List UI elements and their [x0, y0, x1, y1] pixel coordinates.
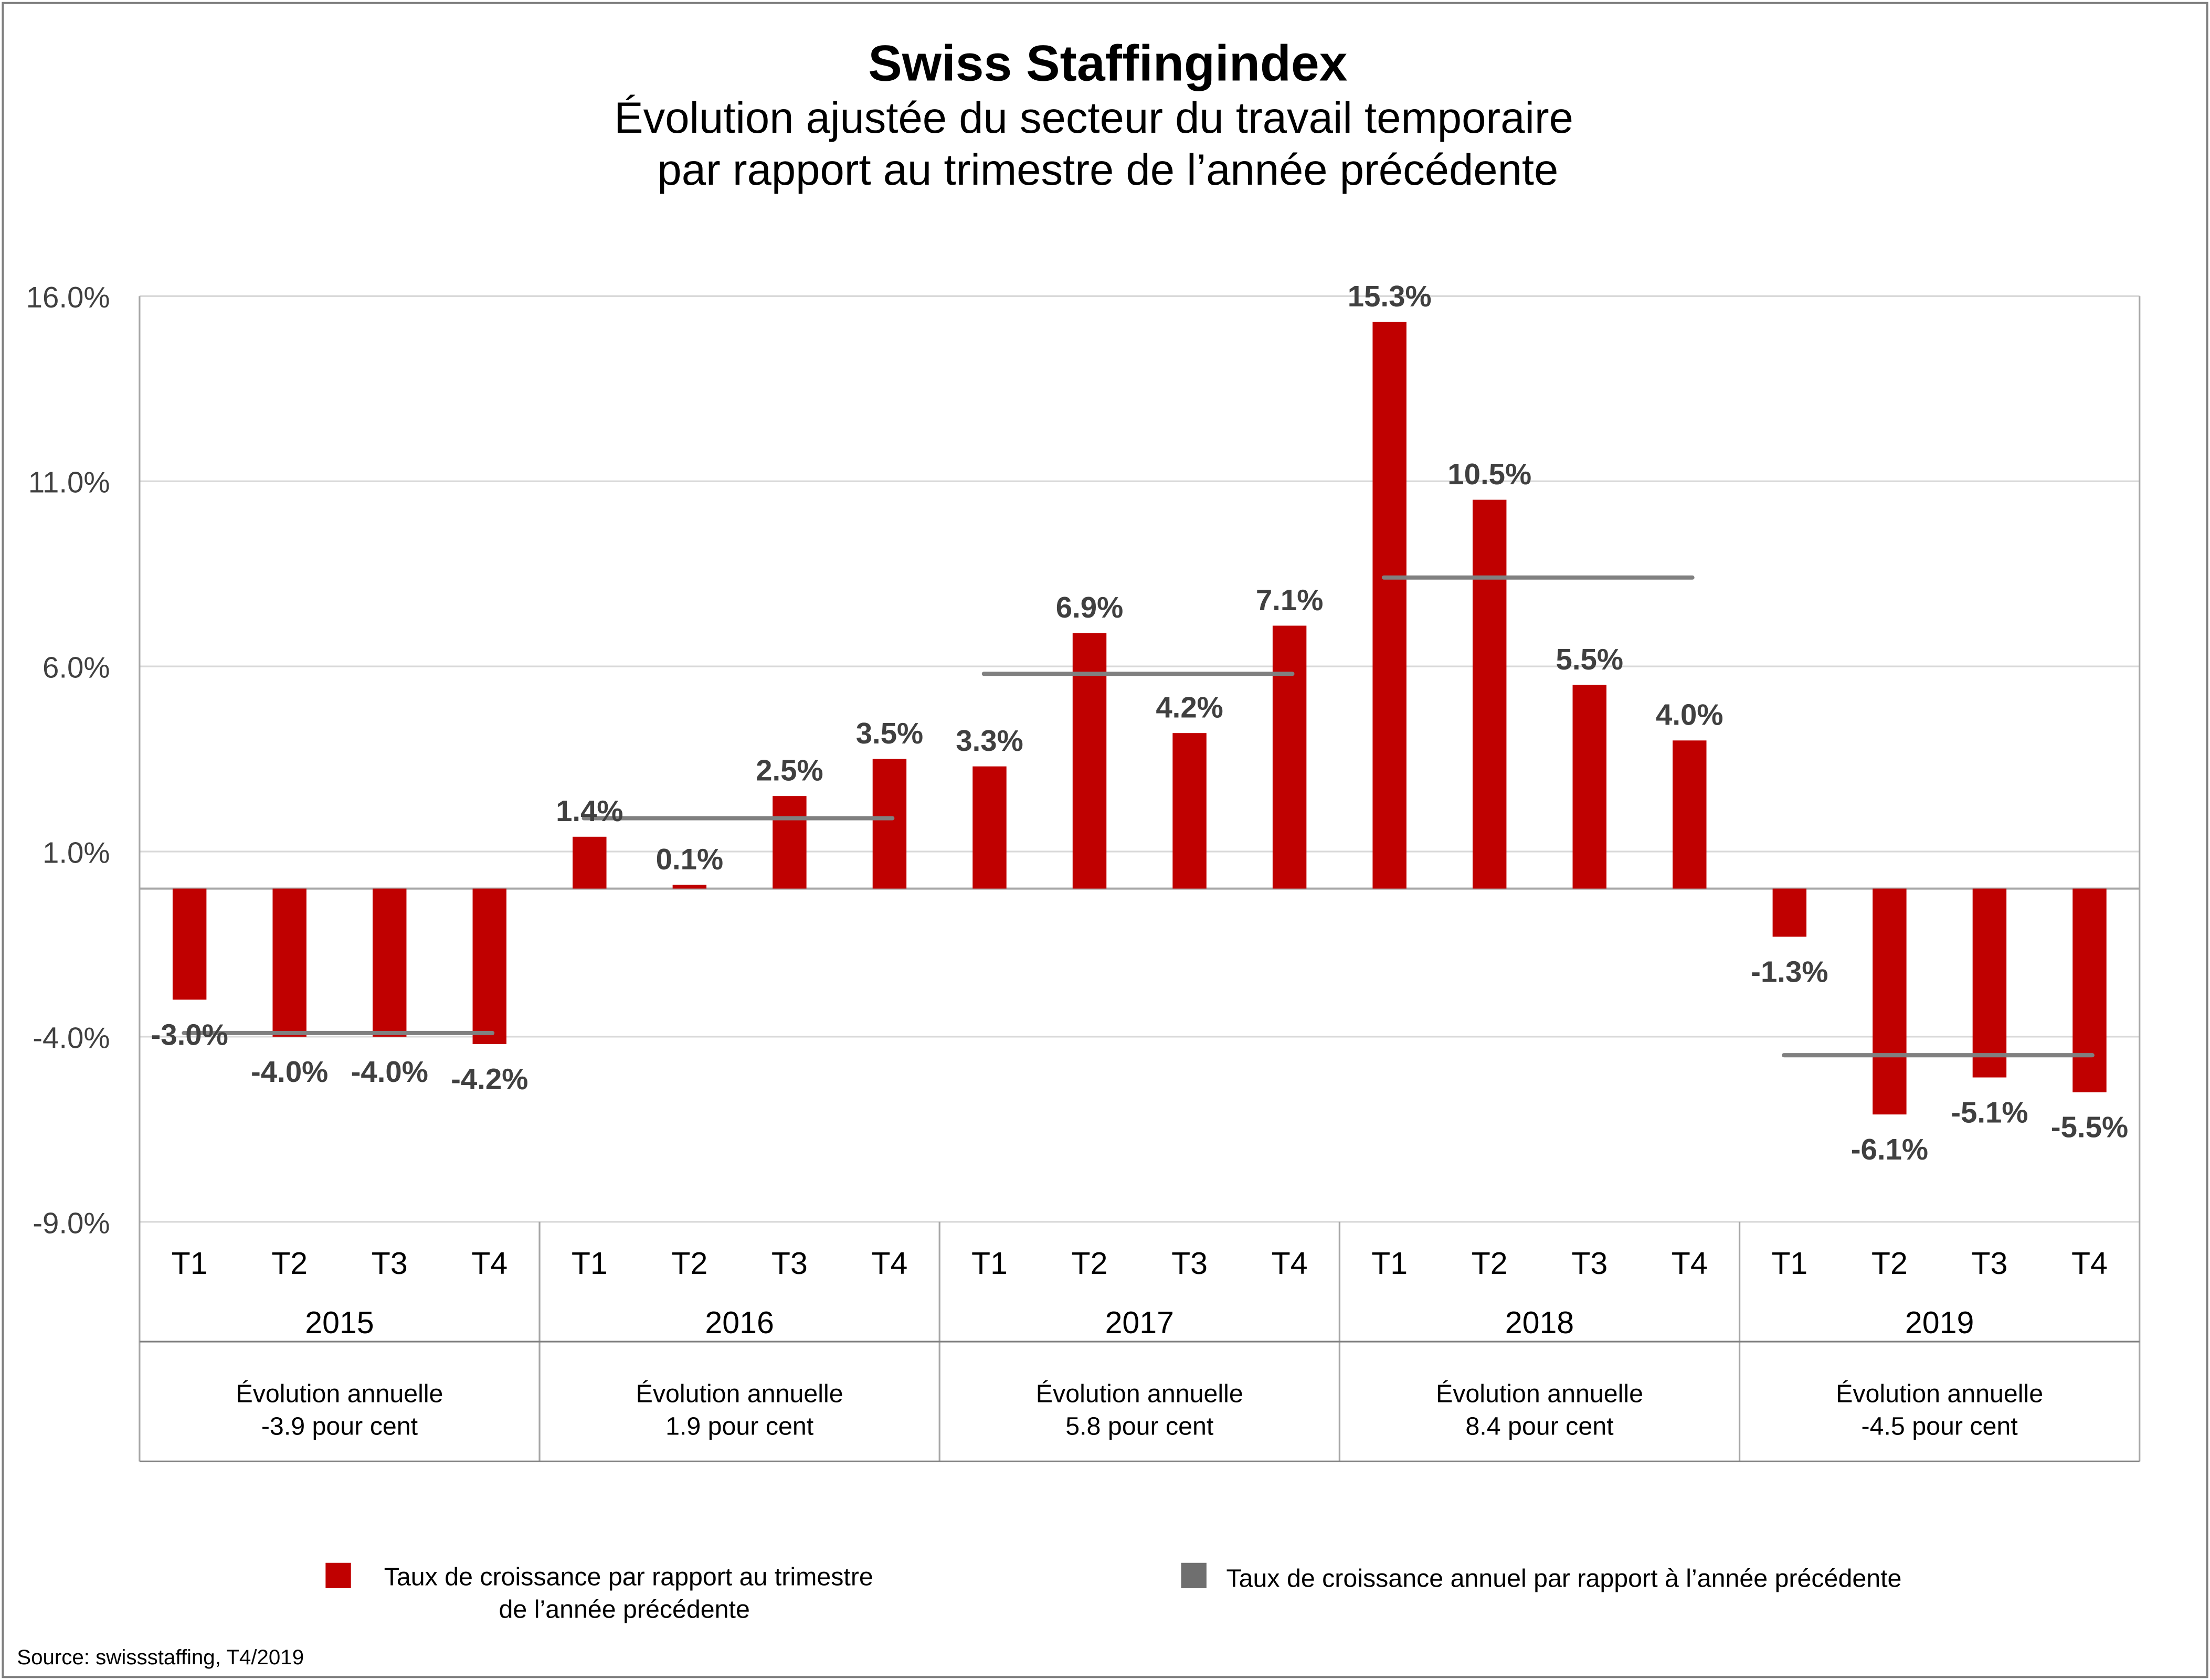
legend: Taux de croissance par rapport au trimes…	[325, 1562, 1901, 1623]
legend-line-swatch	[1181, 1562, 1207, 1589]
bar	[1072, 633, 1107, 889]
y-tick-label: -9.0%	[33, 1206, 110, 1239]
bar	[773, 796, 807, 889]
bar	[1972, 888, 2007, 1078]
quarter-label: T3	[1971, 1246, 2007, 1281]
bar	[1272, 625, 1307, 889]
data-label: 6.9%	[1056, 591, 1124, 624]
category-axis: T1 T2 T3 T4 T1 T2 T3 T4 T1 T2 T3 T4 T1 T2 T3 T4 T1 T2 T3 T4…	[139, 1221, 2140, 1462]
data-label: -5.5%	[2051, 1111, 2128, 1144]
bar	[472, 888, 506, 1045]
chart-subtitle-line2: par rapport au trimestre de l’année préc…	[657, 145, 1558, 194]
data-label: 1.4%	[556, 794, 623, 827]
year-label: 2015	[305, 1305, 374, 1340]
legend-line-label: Taux de croissance annuel par rapport à …	[1226, 1564, 1901, 1592]
data-label: -4.0%	[251, 1055, 328, 1088]
chart-title: Swiss Staffingindex	[868, 35, 1347, 91]
data-label: 15.3%	[1348, 280, 1432, 313]
data-label: 4.0%	[1656, 698, 1723, 731]
data-label: -3.0%	[151, 1018, 228, 1051]
y-tick-label: 16.0%	[26, 281, 110, 314]
bar	[373, 888, 407, 1037]
data-labels: -3.0% -4.0% -4.0% -4.2% 1.4% 0.1% 2.5% 3.5% 3.3%…	[151, 280, 2129, 1166]
year-label: 2016	[705, 1305, 774, 1340]
bar	[1372, 322, 1407, 889]
y-tick-label: 6.0%	[43, 651, 110, 684]
quarter-label: T4	[871, 1246, 907, 1281]
bar	[1673, 740, 1707, 889]
data-label: -4.2%	[451, 1062, 528, 1096]
data-label: 7.1%	[1256, 583, 1324, 616]
annual-change-label: Évolution annuelle	[236, 1380, 443, 1408]
quarter-label: T4	[1672, 1246, 1708, 1281]
bar	[1772, 888, 1807, 937]
data-label: 3.3%	[956, 724, 1023, 757]
data-label: 10.5%	[1447, 458, 1531, 491]
bar	[172, 888, 207, 1000]
y-tick-label: 1.0%	[43, 836, 110, 869]
data-label: -4.0%	[351, 1055, 428, 1088]
bar	[573, 836, 607, 889]
legend-bar-label-line2: de l’année précédente	[499, 1595, 750, 1623]
legend-bar-label-line1: Taux de croissance par rapport au trimes…	[384, 1563, 873, 1591]
bar	[1873, 888, 1907, 1115]
quarter-label: T4	[471, 1246, 507, 1281]
quarter-label: T3	[771, 1246, 808, 1281]
data-label: 4.2%	[1156, 691, 1223, 724]
data-label: 2.5%	[756, 754, 823, 787]
quarter-label: T4	[1272, 1246, 1308, 1281]
legend-bar-swatch	[325, 1562, 351, 1589]
bar	[272, 888, 306, 1037]
data-label: -1.3%	[1751, 955, 1828, 988]
bar	[1472, 499, 1507, 889]
quarter-label: T1	[1371, 1246, 1408, 1281]
quarter-label: T1	[971, 1246, 1008, 1281]
quarter-label: T3	[1571, 1246, 1608, 1281]
year-label: 2017	[1105, 1305, 1174, 1340]
bar	[972, 766, 1007, 889]
annual-change-label: Évolution annuelle	[1436, 1380, 1643, 1408]
annual-change-value: 5.8 pour cent	[1065, 1412, 1214, 1440]
quarter-label: T2	[271, 1246, 308, 1281]
data-label: 0.1%	[656, 843, 723, 876]
quarter-label: T2	[1072, 1246, 1108, 1281]
quarter-label: T4	[2071, 1246, 2108, 1281]
quarter-label: T2	[1472, 1246, 1508, 1281]
data-label: -5.1%	[1951, 1096, 2028, 1129]
data-label: 5.5%	[1556, 643, 1623, 676]
bars	[172, 322, 2107, 1115]
annual-change-label: Évolution annuelle	[1036, 1380, 1243, 1408]
quarter-label: T1	[1771, 1246, 1807, 1281]
quarter-label: T3	[372, 1246, 408, 1281]
y-tick-label: -4.0%	[33, 1021, 110, 1054]
source-note: Source: swissstaffing, T4/2019	[17, 1645, 304, 1669]
annual-change-value: -3.9 pour cent	[261, 1412, 418, 1440]
bar	[672, 885, 707, 889]
bar	[2072, 888, 2107, 1092]
quarter-label: T1	[572, 1246, 608, 1281]
annual-change-value: 8.4 pour cent	[1465, 1412, 1614, 1440]
quarter-label: T1	[172, 1246, 208, 1281]
annual-lines	[182, 575, 2095, 1058]
annual-change-value: -4.5 pour cent	[1862, 1412, 2018, 1440]
year-label: 2018	[1505, 1305, 1574, 1340]
year-label: 2019	[1905, 1305, 1974, 1340]
quarter-label: T2	[671, 1246, 707, 1281]
annual-change-value: 1.9 pour cent	[665, 1412, 814, 1440]
data-label: 3.5%	[856, 717, 924, 750]
annual-change-label: Évolution annuelle	[636, 1380, 843, 1408]
data-label: -6.1%	[1851, 1133, 1928, 1166]
quarter-label: T3	[1171, 1246, 1208, 1281]
quarter-label: T2	[1871, 1246, 1908, 1281]
bar	[1572, 685, 1606, 889]
bar	[872, 759, 907, 889]
bar	[1172, 733, 1207, 889]
chart-subtitle-line1: Évolution ajustée du secteur du travail …	[614, 93, 1573, 142]
annual-change-label: Évolution annuelle	[1836, 1380, 2043, 1408]
y-tick-label: 11.0%	[28, 466, 110, 499]
